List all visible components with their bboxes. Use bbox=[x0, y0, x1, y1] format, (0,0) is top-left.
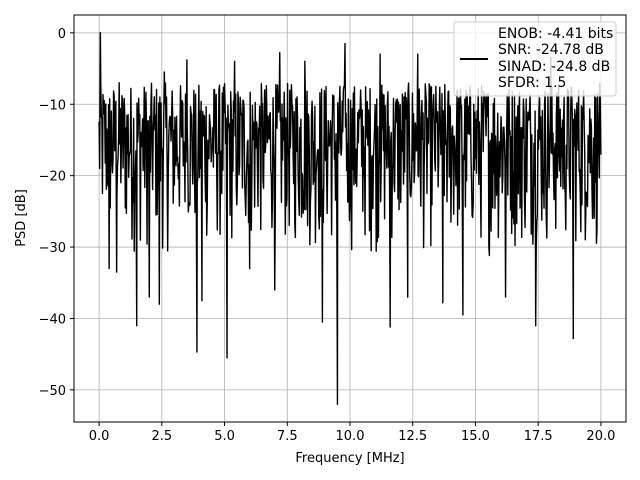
psd-data-point bbox=[417, 53, 419, 55]
psd-data-point bbox=[201, 300, 203, 302]
psd-data-point bbox=[462, 314, 464, 316]
psd-data-point bbox=[504, 296, 507, 298]
legend-entry-sinad: SINAD: -24.8 dB bbox=[498, 59, 610, 75]
psd-data-point bbox=[407, 296, 409, 298]
x-axis-label: Frequency [MHz] bbox=[295, 451, 404, 466]
psd-data-point bbox=[379, 53, 381, 55]
legend-entry-enob: ENOB: -4.41 bits bbox=[498, 26, 613, 42]
psd-data-point bbox=[274, 289, 276, 291]
x-tick-label: 2.5 bbox=[151, 429, 172, 444]
y-tick-label: −30 bbox=[39, 241, 66, 256]
psd-data-point bbox=[108, 267, 110, 270]
psd-data-point bbox=[226, 357, 228, 359]
legend-box bbox=[453, 21, 617, 97]
x-tick-label: 5.0 bbox=[214, 429, 235, 444]
axis-ticks: 0.0 2.5 5.0 7.5 10.0 12.5 15.0 17.5 20.0 0 −10 −20 −… bbox=[39, 27, 616, 444]
y-tick-label: −20 bbox=[39, 170, 66, 185]
x-tick-label: 7.5 bbox=[277, 429, 298, 444]
x-tick-label: 10.0 bbox=[336, 429, 365, 444]
x-tick-label: 17.5 bbox=[524, 429, 553, 444]
psd-data-point bbox=[572, 337, 574, 340]
x-tick-label: 15.0 bbox=[461, 429, 490, 444]
y-axis-label: PSD [dB] bbox=[14, 189, 29, 247]
x-tick-label: 20.0 bbox=[586, 429, 615, 444]
psd-data-point bbox=[98, 121, 100, 123]
psd-data-point bbox=[99, 32, 101, 34]
psd-data-point bbox=[389, 326, 391, 328]
y-tick-label: −50 bbox=[39, 384, 66, 399]
y-tick-label: −40 bbox=[39, 312, 66, 327]
legend: ENOB: -4.41 bits SNR: -24.78 dB SINAD: -… bbox=[453, 21, 617, 97]
psd-data-point bbox=[136, 325, 138, 327]
psd-data-point bbox=[148, 296, 150, 298]
psd-data-point bbox=[118, 82, 120, 84]
psd-data-point bbox=[233, 60, 236, 63]
x-tick-label: 0.0 bbox=[89, 429, 110, 444]
psd-data-point bbox=[186, 59, 188, 61]
psd-data-point bbox=[535, 325, 537, 327]
legend-entry-snr: SNR: -24.78 dB bbox=[498, 42, 604, 58]
psd-data-point bbox=[163, 71, 165, 73]
psd-data-point bbox=[321, 321, 323, 323]
psd-series-line bbox=[98, 32, 602, 405]
psd-data-point bbox=[158, 303, 160, 305]
y-tick-label: 0 bbox=[58, 27, 66, 42]
psd-data-point bbox=[249, 267, 251, 270]
psd-data-point bbox=[336, 403, 339, 405]
psd-data-point bbox=[116, 271, 118, 273]
psd-data-point bbox=[196, 351, 198, 353]
legend-entry-sfdr: SFDR: 1.5 bbox=[498, 75, 566, 91]
x-tick-label: 12.5 bbox=[398, 429, 427, 444]
psd-data-point bbox=[442, 302, 444, 304]
psd-data-point bbox=[304, 60, 306, 63]
y-tick-label: −10 bbox=[39, 98, 66, 113]
psd-data-point bbox=[600, 153, 602, 155]
plot-area bbox=[98, 32, 602, 405]
psd-data-point bbox=[279, 52, 281, 54]
psd-data-point bbox=[344, 42, 346, 45]
